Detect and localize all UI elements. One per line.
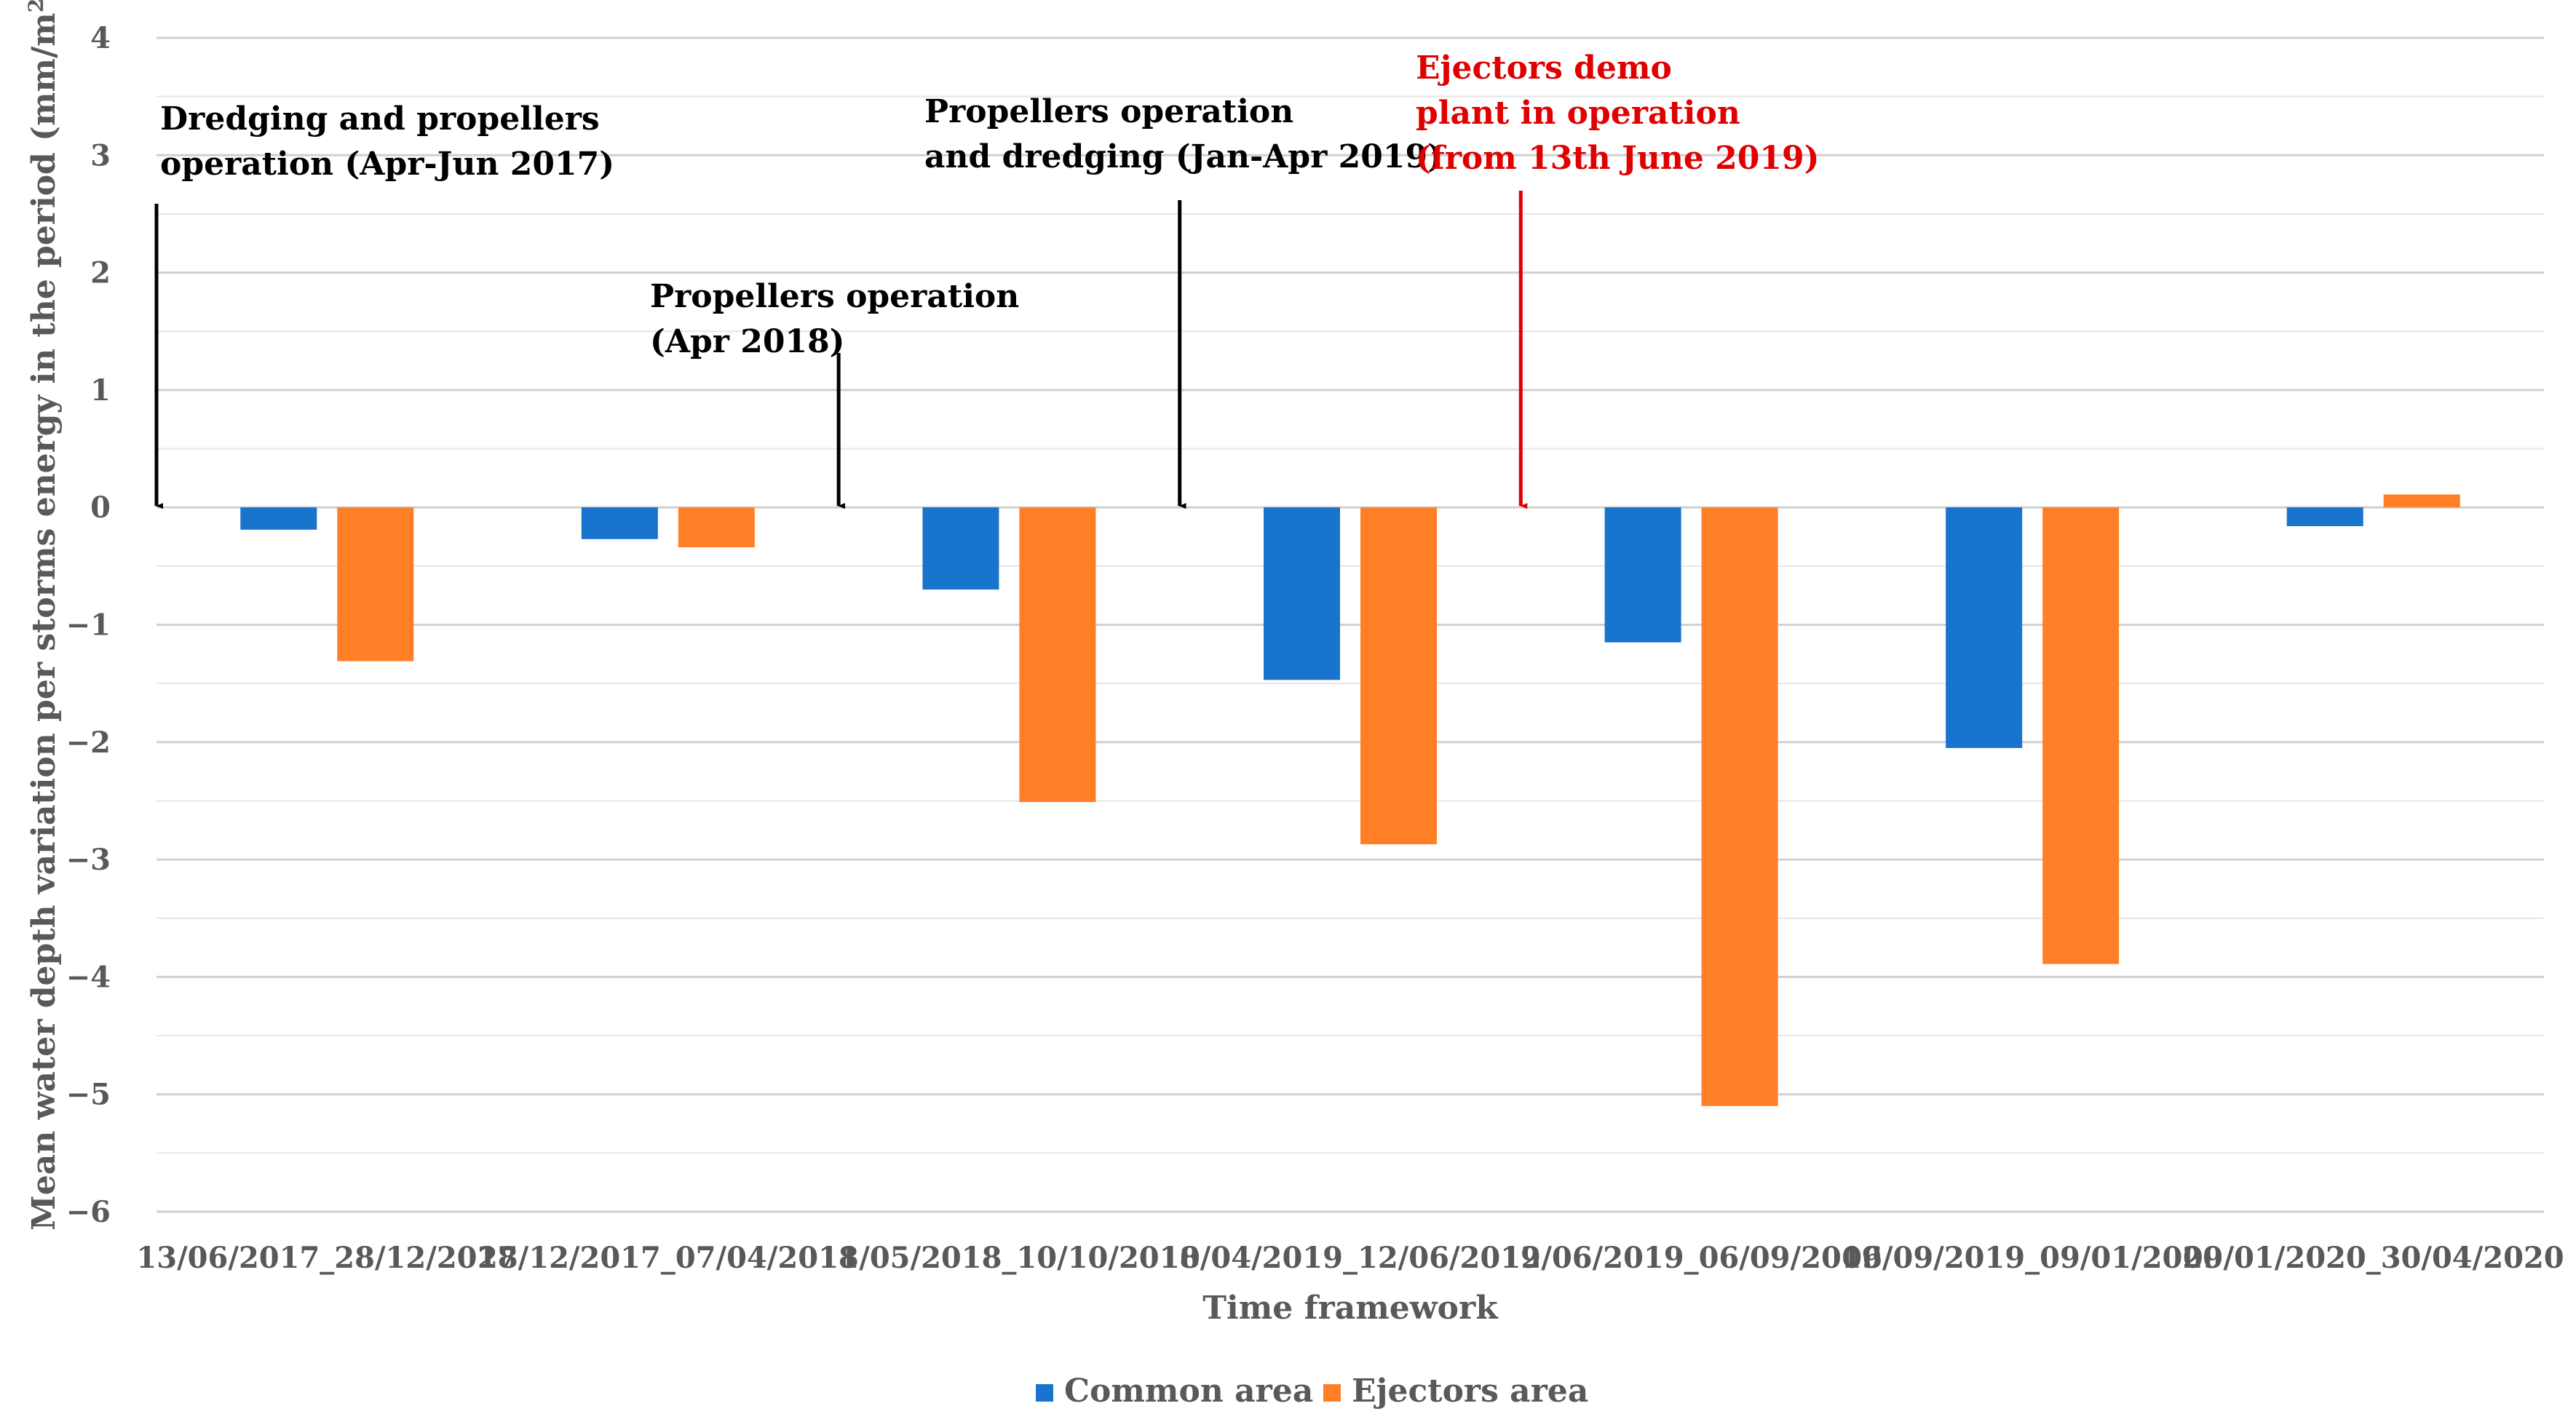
x-tick-label: 06/09/2019_09/01/2020 bbox=[1842, 1241, 2223, 1275]
legend-label-ejectors: Ejectors area bbox=[1352, 1373, 1588, 1410]
y-axis-title-sup: 2 bbox=[24, 0, 48, 12]
x-tick-labels: 13/06/2017_28/12/201728/12/2017_07/04/20… bbox=[136, 1241, 2564, 1275]
gridlines bbox=[156, 36, 2544, 1213]
annotation-text: Propellers operation bbox=[650, 278, 1019, 315]
y-tick-label: −1 bbox=[66, 608, 111, 643]
annotation-text: plant in operation bbox=[1416, 95, 1740, 132]
bar-ejectors-2 bbox=[1019, 507, 1096, 803]
bar-ejectors-5 bbox=[2042, 507, 2120, 964]
y-tick-label: −4 bbox=[66, 960, 111, 994]
bars bbox=[240, 494, 2460, 1106]
annotation-text: operation (Apr-Jun 2017) bbox=[160, 146, 614, 183]
y-tick-label: 4 bbox=[90, 21, 111, 55]
y-tick-labels: 4 3 2 1 0 −1 −2 −3 −4 −5 −6 bbox=[66, 21, 111, 1229]
y-tick-label: 0 bbox=[90, 490, 111, 525]
bar-common-1 bbox=[581, 507, 658, 539]
annotation-1: Propellers operation (Apr 2018) bbox=[650, 278, 1019, 509]
x-tick-label: 13/06/2017_28/12/2017 bbox=[136, 1241, 518, 1275]
annotations: Dredging and propellers operation (Apr-Ju… bbox=[154, 49, 1819, 509]
legend-label-common: Common area bbox=[1064, 1373, 1313, 1410]
legend-swatch-common bbox=[1036, 1384, 1053, 1402]
annotation-text: and dredging (Jan-Apr 2019) bbox=[924, 138, 1443, 175]
annotation-2: Propellers operation and dredging (Jan-Ap… bbox=[924, 93, 1443, 509]
y-tick-label: 3 bbox=[90, 138, 111, 172]
annotation-3: Ejectors demo plant in operation (from 13t… bbox=[1416, 49, 1819, 509]
bar-ejectors-1 bbox=[678, 507, 755, 548]
y-tick-label: −3 bbox=[66, 843, 111, 877]
y-tick-label: −5 bbox=[66, 1078, 111, 1112]
y-axis-title: Mean water depth variation per storms en… bbox=[24, 0, 63, 1231]
bar-common-6 bbox=[2286, 507, 2363, 527]
legend-swatch-ejectors bbox=[1323, 1384, 1341, 1402]
x-tick-label: 28/12/2017_07/04/2018 bbox=[477, 1241, 859, 1275]
annotation-text: Dredging and propellers bbox=[160, 100, 600, 138]
annotation-text: Ejectors demo bbox=[1416, 49, 1672, 87]
annotation-text: (Apr 2018) bbox=[650, 323, 845, 360]
bar-ejectors-0 bbox=[337, 507, 414, 662]
annotation-0: Dredging and propellers operation (Apr-Ju… bbox=[154, 100, 614, 509]
bar-common-5 bbox=[1946, 507, 2023, 748]
x-tick-label: 12/06/2019_06/09/2019 bbox=[1501, 1241, 1882, 1275]
x-tick-label: 11/05/2018_10/10/2018 bbox=[819, 1241, 1200, 1275]
y-tick-label: 2 bbox=[90, 256, 111, 290]
annotation-text: (from 13th June 2019) bbox=[1416, 140, 1819, 177]
bar-common-3 bbox=[1264, 507, 1340, 680]
bar-common-0 bbox=[240, 507, 317, 530]
bar-ejectors-6 bbox=[2383, 494, 2460, 508]
bar-ejectors-4 bbox=[1701, 507, 1778, 1106]
x-tick-label: 10/04/2019_12/06/2019 bbox=[1160, 1241, 1541, 1275]
y-tick-label: −6 bbox=[66, 1195, 111, 1229]
y-axis-title-main: Mean water depth variation per storms en… bbox=[25, 12, 63, 1231]
bar-common-4 bbox=[1604, 507, 1681, 643]
bar-common-2 bbox=[922, 507, 999, 590]
y-tick-label: −2 bbox=[66, 726, 111, 760]
x-axis-title: Time framework bbox=[1202, 1290, 1499, 1327]
annotation-text: Propellers operation bbox=[924, 93, 1293, 130]
bar-ejectors-3 bbox=[1360, 507, 1437, 845]
x-tick-label: 09/01/2020_30/04/2020 bbox=[2183, 1241, 2564, 1275]
y-tick-label: 1 bbox=[90, 373, 111, 408]
legend: Common area Ejectors area bbox=[1036, 1373, 1588, 1410]
